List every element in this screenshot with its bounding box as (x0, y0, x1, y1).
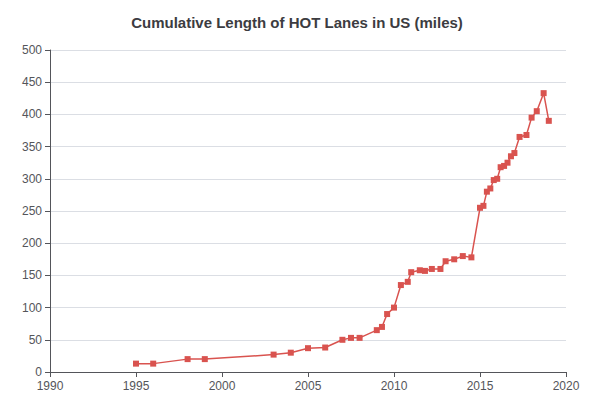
svg-text:250: 250 (22, 204, 42, 218)
svg-text:Cumulative Length of HOT Lanes: Cumulative Length of HOT Lanes in US (mi… (131, 14, 463, 31)
svg-text:1990: 1990 (37, 379, 64, 393)
svg-text:50: 50 (29, 333, 43, 347)
svg-text:200: 200 (22, 236, 42, 250)
svg-text:2000: 2000 (209, 379, 236, 393)
svg-text:400: 400 (22, 107, 42, 121)
svg-text:350: 350 (22, 140, 42, 154)
svg-text:450: 450 (22, 75, 42, 89)
svg-text:150: 150 (22, 268, 42, 282)
svg-text:2020: 2020 (553, 379, 580, 393)
svg-text:0: 0 (35, 365, 42, 379)
svg-text:1995: 1995 (123, 379, 150, 393)
svg-text:500: 500 (22, 43, 42, 57)
svg-text:300: 300 (22, 172, 42, 186)
svg-text:2010: 2010 (381, 379, 408, 393)
svg-text:2015: 2015 (467, 379, 494, 393)
svg-text:100: 100 (22, 301, 42, 315)
svg-text:2005: 2005 (295, 379, 322, 393)
